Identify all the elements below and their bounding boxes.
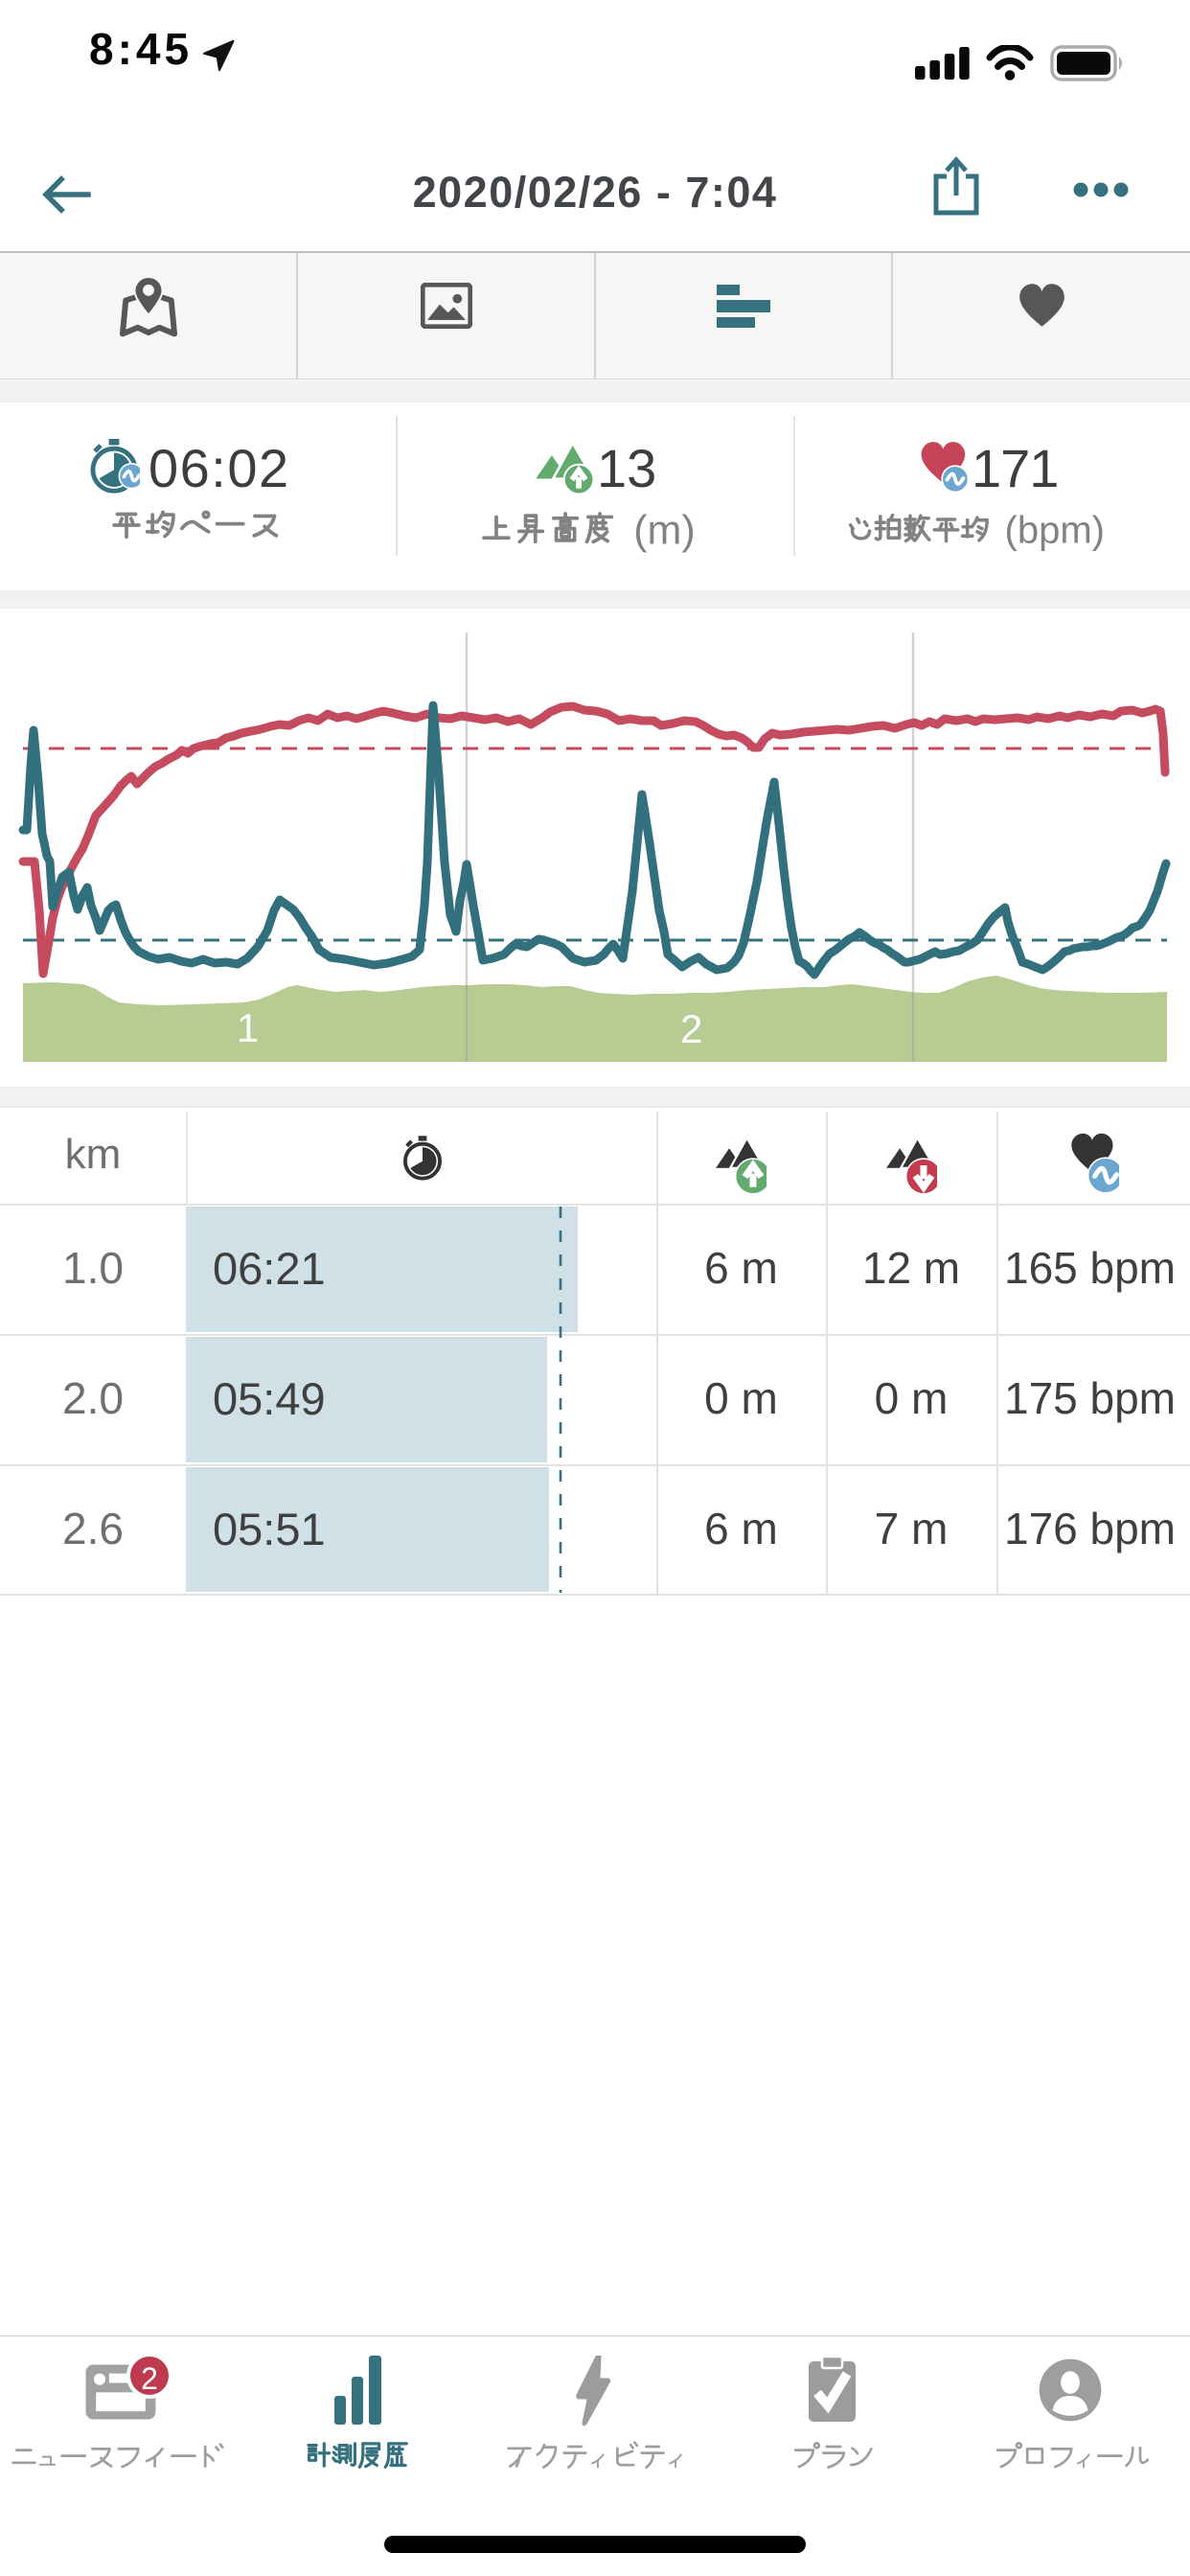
svg-text:(m): (m) [633, 512, 695, 553]
svg-text:2: 2 [680, 1006, 702, 1051]
svg-text:(bpm): (bpm) [1005, 513, 1105, 551]
svg-text:1: 1 [237, 1005, 259, 1050]
